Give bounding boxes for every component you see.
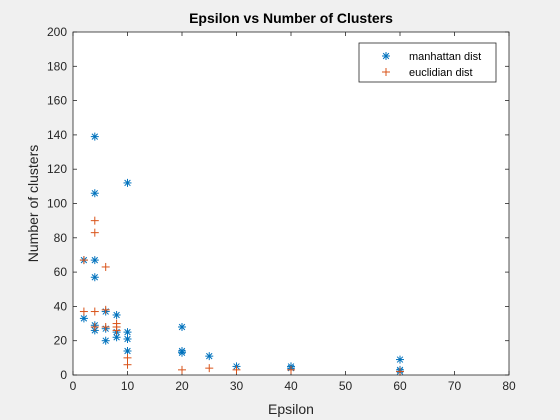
x-axis-ticks: 0 10 20 30 40 50 60 70 80 [70, 32, 516, 393]
x-tick-label: 50 [339, 379, 353, 393]
euclidian-point [101, 305, 110, 314]
euclidian-point [90, 307, 99, 316]
x-tick-label: 20 [175, 379, 189, 393]
y-tick-label: 20 [54, 334, 68, 348]
x-tick-label: 70 [448, 379, 462, 393]
y-tick-label: 120 [47, 162, 67, 176]
x-axis-title: Epsilon [268, 401, 314, 417]
y-tick-label: 140 [47, 128, 67, 142]
manhattan-point [123, 334, 132, 343]
x-tick-label: 0 [70, 379, 77, 393]
euclidian-point [123, 353, 132, 362]
y-axis-ticks: 0 20 40 60 80 100 120 140 160 180 200 [47, 25, 509, 382]
manhattan-point [205, 352, 214, 361]
manhattan-point [112, 310, 121, 319]
manhattan-point [123, 328, 132, 337]
x-tick-label: 10 [121, 379, 135, 393]
manhattan-point [101, 336, 110, 345]
legend-marker-symbol [382, 68, 390, 76]
y-tick-label: 80 [54, 231, 68, 245]
x-tick-label: 60 [393, 379, 407, 393]
y-tick-label: 180 [47, 59, 67, 73]
x-tick-label: 30 [230, 379, 244, 393]
manhattan-point [90, 189, 99, 198]
y-tick-label: 100 [47, 197, 67, 211]
manhattan-point [178, 348, 186, 357]
euclidian-point [101, 322, 110, 331]
legend-marker-symbol [382, 52, 390, 60]
euclidian-point [178, 365, 186, 374]
x-tick-label: 80 [502, 379, 516, 393]
manhattan-point [90, 273, 99, 282]
y-axis-title: Number of clusters [25, 145, 41, 262]
chart-title: Epsilon vs Number of Clusters [189, 10, 393, 26]
euclidian-point [101, 262, 110, 271]
euclidian-point [232, 365, 241, 374]
euclidian-point [79, 307, 88, 316]
euclidian-point [90, 228, 99, 237]
manhattan-point [123, 346, 132, 355]
euclidian-point [90, 216, 99, 225]
y-tick-label: 60 [54, 265, 68, 279]
legend-label-euclidian: euclidian dist [409, 67, 473, 79]
legend-marker-manhattan [382, 52, 390, 60]
euclidian-point [123, 360, 132, 369]
y-tick-label: 200 [47, 25, 67, 39]
plot-frame [72, 31, 510, 376]
manhattan-point [90, 256, 99, 265]
legend-marker-euclidian [382, 68, 390, 76]
legend: manhattan dist euclidian dist [358, 42, 497, 83]
legend-box [358, 42, 497, 83]
manhattan-point [178, 322, 186, 331]
manhattan-point [90, 132, 99, 141]
euclidian-point [79, 256, 88, 265]
manhattan-point [396, 355, 404, 364]
data-points [79, 132, 404, 376]
y-tick-label: 160 [47, 94, 67, 108]
series-1 [79, 216, 404, 376]
y-tick-label: 40 [54, 299, 68, 313]
euclidian-point [90, 322, 99, 331]
euclidian-point [396, 367, 404, 376]
plot-area [73, 32, 509, 375]
legend-label-manhattan: manhattan dist [409, 51, 481, 63]
manhattan-point [123, 178, 132, 187]
euclidian-point [205, 364, 214, 373]
manhattan-point [79, 314, 88, 323]
y-tick-label: 0 [60, 368, 67, 382]
euclidian-point [287, 365, 295, 374]
x-tick-label: 40 [284, 379, 298, 393]
euclidian-point [112, 326, 121, 335]
manhattan-point [112, 333, 121, 342]
